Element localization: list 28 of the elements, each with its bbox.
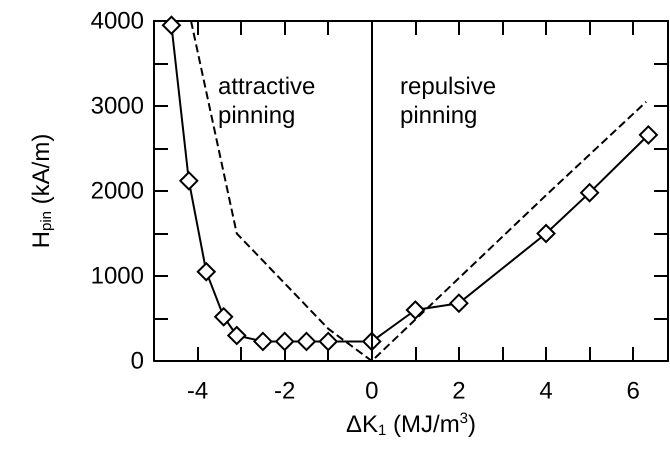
point bbox=[536, 224, 556, 243]
point bbox=[318, 332, 338, 351]
x-tick-label: -4 bbox=[186, 378, 208, 404]
y-axis-title: Hpin (kA/m) bbox=[28, 134, 55, 248]
point bbox=[196, 262, 216, 282]
x-tick-label: 6 bbox=[626, 378, 640, 404]
x-tick-label: 2 bbox=[452, 378, 466, 404]
x-tick-label: 0 bbox=[365, 378, 378, 404]
point bbox=[406, 300, 425, 320]
point bbox=[296, 332, 316, 351]
point bbox=[275, 332, 294, 351]
y-tick-label: 3000 bbox=[90, 92, 144, 120]
point bbox=[449, 294, 468, 313]
point bbox=[179, 171, 198, 190]
point bbox=[580, 183, 600, 202]
y-tick-label: 2000 bbox=[90, 178, 144, 204]
point bbox=[162, 16, 181, 35]
x-tick-label: -2 bbox=[274, 378, 296, 404]
point bbox=[214, 307, 234, 326]
point bbox=[227, 326, 246, 345]
annotation: attractive pinning bbox=[218, 73, 322, 129]
y-tick-label: 1000 bbox=[90, 262, 144, 290]
annotation: repulsive pinning bbox=[400, 73, 503, 129]
y-tick-label: 4000 bbox=[90, 8, 144, 34]
point bbox=[638, 125, 658, 144]
y-tick-label: 0 bbox=[130, 348, 144, 374]
x-tick-label: 4 bbox=[539, 378, 553, 404]
point bbox=[253, 332, 272, 351]
